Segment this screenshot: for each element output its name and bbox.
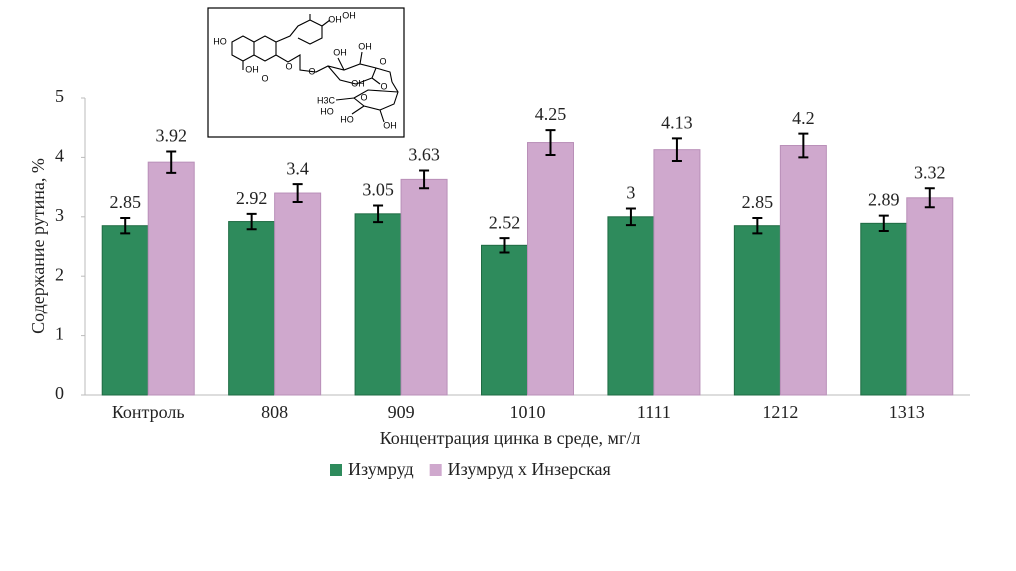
structure-label: HO bbox=[320, 106, 334, 116]
y-tick-label: 0 bbox=[55, 383, 64, 403]
structure-label: O bbox=[379, 56, 386, 66]
error-bar bbox=[924, 187, 935, 209]
y-tick-label: 1 bbox=[55, 324, 64, 344]
legend-swatch bbox=[429, 464, 442, 476]
x-tick-label: 1212 bbox=[762, 402, 798, 422]
error-bar bbox=[499, 237, 510, 254]
structure-label: OH bbox=[358, 41, 372, 51]
x-tick-label: 808 bbox=[261, 402, 288, 422]
bar bbox=[481, 244, 528, 396]
legend-label: Изумруд х Инзерская bbox=[448, 459, 611, 479]
data-label: 2.85 bbox=[742, 192, 774, 212]
error-bar bbox=[166, 150, 177, 174]
structure-label: OH bbox=[328, 14, 342, 24]
legend-label: Изумруд bbox=[348, 459, 414, 479]
y-tick-label: 5 bbox=[55, 86, 64, 106]
x-tick-label: Контроль bbox=[112, 402, 185, 422]
structure-label: O bbox=[360, 92, 367, 102]
legend-swatch bbox=[330, 464, 342, 476]
structure-label: HO bbox=[340, 114, 354, 124]
bar bbox=[274, 192, 322, 396]
x-tick-label: 1010 bbox=[510, 402, 546, 422]
data-label: 2.52 bbox=[489, 212, 521, 232]
data-label: 3.4 bbox=[286, 158, 309, 178]
bar bbox=[354, 213, 402, 396]
structure-label: O bbox=[261, 73, 268, 83]
data-label: 2.89 bbox=[868, 190, 900, 210]
data-label: 3.32 bbox=[914, 162, 946, 182]
error-bar bbox=[419, 169, 430, 190]
y-axis-title: Содержание рутина, % bbox=[28, 158, 48, 334]
x-tick-label: 1111 bbox=[637, 402, 671, 422]
bar bbox=[147, 161, 195, 396]
bar bbox=[779, 145, 827, 396]
error-bar bbox=[120, 216, 131, 235]
data-label: 3.92 bbox=[155, 126, 187, 146]
structure-label: OH bbox=[351, 78, 365, 88]
x-tick-label: 1313 bbox=[889, 402, 925, 422]
structure-label: HO bbox=[213, 36, 227, 46]
structure-label: OH bbox=[383, 120, 397, 130]
y-tick-label: 2 bbox=[55, 264, 64, 284]
error-bar bbox=[878, 214, 889, 233]
y-tick-label: 3 bbox=[55, 205, 64, 225]
data-label: 4.2 bbox=[792, 108, 815, 128]
bar bbox=[860, 222, 908, 396]
bar bbox=[733, 225, 781, 396]
data-label: 4.13 bbox=[661, 113, 693, 133]
data-label: 3 bbox=[626, 183, 635, 203]
structure-label: OH bbox=[342, 10, 356, 20]
structure-bonds bbox=[231, 14, 399, 123]
y-tick-label: 4 bbox=[55, 146, 64, 166]
inset-frame bbox=[207, 7, 405, 138]
data-label: 2.92 bbox=[236, 188, 268, 208]
x-axis-title: Концентрация цинка в среде, мг/л bbox=[380, 428, 641, 448]
error-bar bbox=[671, 137, 682, 162]
bar bbox=[400, 178, 448, 396]
bar bbox=[527, 142, 574, 396]
data-label: 4.25 bbox=[535, 104, 567, 124]
bar bbox=[607, 216, 655, 396]
data-label: 3.05 bbox=[362, 180, 394, 200]
bar bbox=[228, 221, 276, 396]
data-label: 3.63 bbox=[408, 145, 440, 165]
bar bbox=[906, 197, 954, 396]
structure-label: O bbox=[380, 81, 387, 91]
error-bar bbox=[798, 132, 809, 159]
bar bbox=[653, 149, 701, 396]
structure-label: H3C bbox=[317, 95, 336, 105]
structure-label: O bbox=[285, 61, 292, 71]
x-tick-label: 909 bbox=[388, 402, 415, 422]
error-bar bbox=[246, 212, 257, 231]
error-bar bbox=[292, 183, 303, 203]
error-bar bbox=[752, 216, 763, 235]
structure-label: O bbox=[308, 66, 315, 76]
structure-label: OH bbox=[333, 47, 347, 57]
structure-label: OH bbox=[245, 64, 259, 74]
data-label: 2.85 bbox=[109, 192, 141, 212]
error-bar bbox=[373, 204, 384, 224]
error-bar bbox=[545, 129, 556, 157]
bar bbox=[101, 225, 149, 396]
error-bar bbox=[625, 207, 636, 227]
